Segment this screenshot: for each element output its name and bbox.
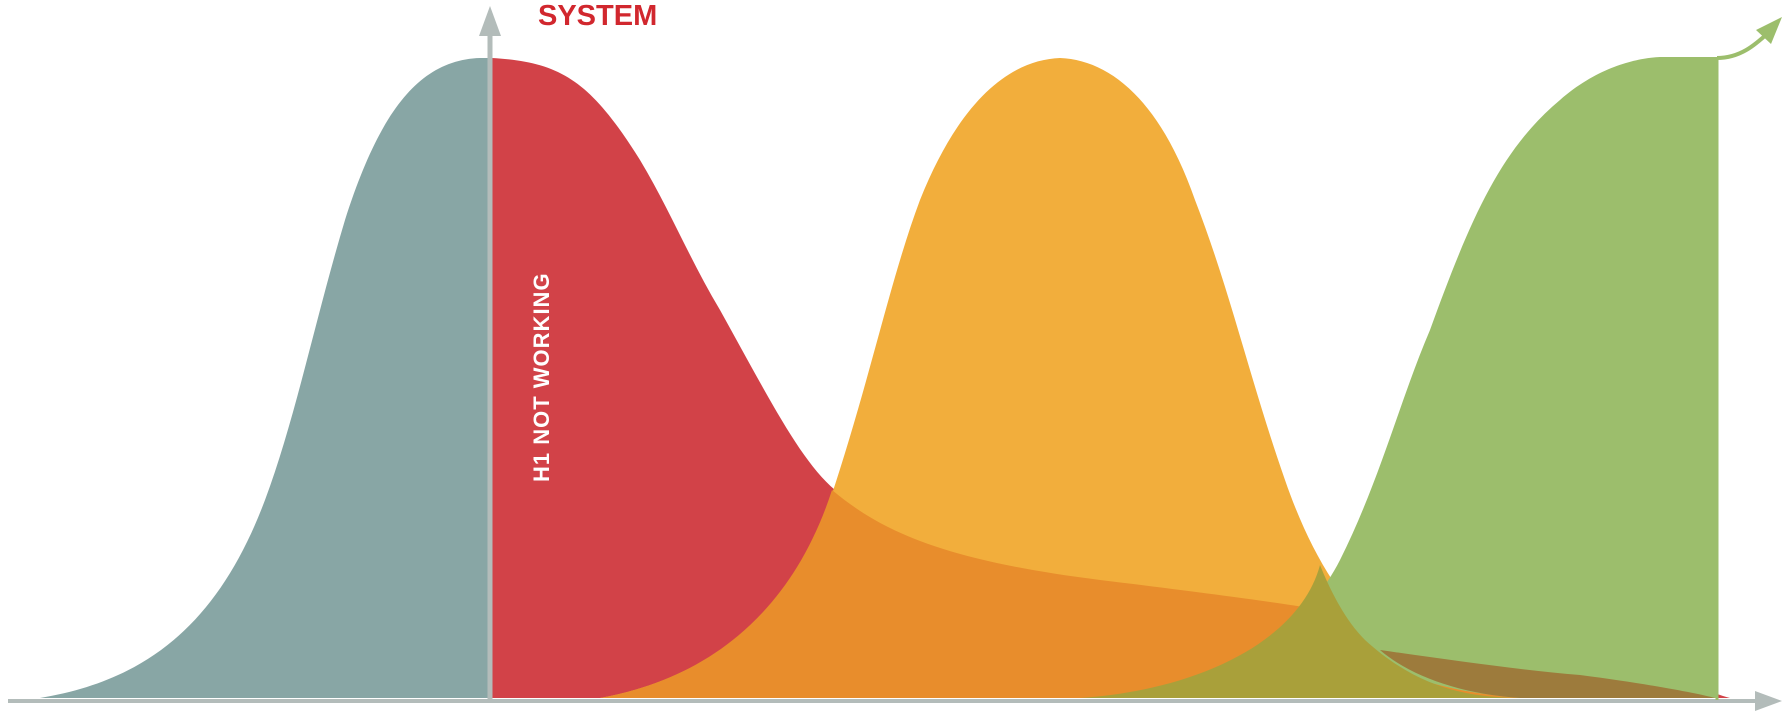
green-curved-arrow-line	[1716, 31, 1770, 60]
red-curve-area	[492, 58, 1730, 698]
orange-green-overlap-area	[1080, 565, 1520, 698]
green-arrow-head-icon	[1756, 17, 1782, 44]
green-curve-area	[1080, 57, 1717, 698]
system-label: SYSTEM	[538, 0, 657, 32]
y-axis-arrow-icon	[479, 6, 501, 36]
teal-curve-area	[40, 58, 488, 698]
h1-not-working-label: H1 NOT WORKING	[529, 272, 554, 482]
x-axis-arrow-icon	[1755, 691, 1782, 711]
red-green-overlap-area	[1380, 650, 1715, 698]
